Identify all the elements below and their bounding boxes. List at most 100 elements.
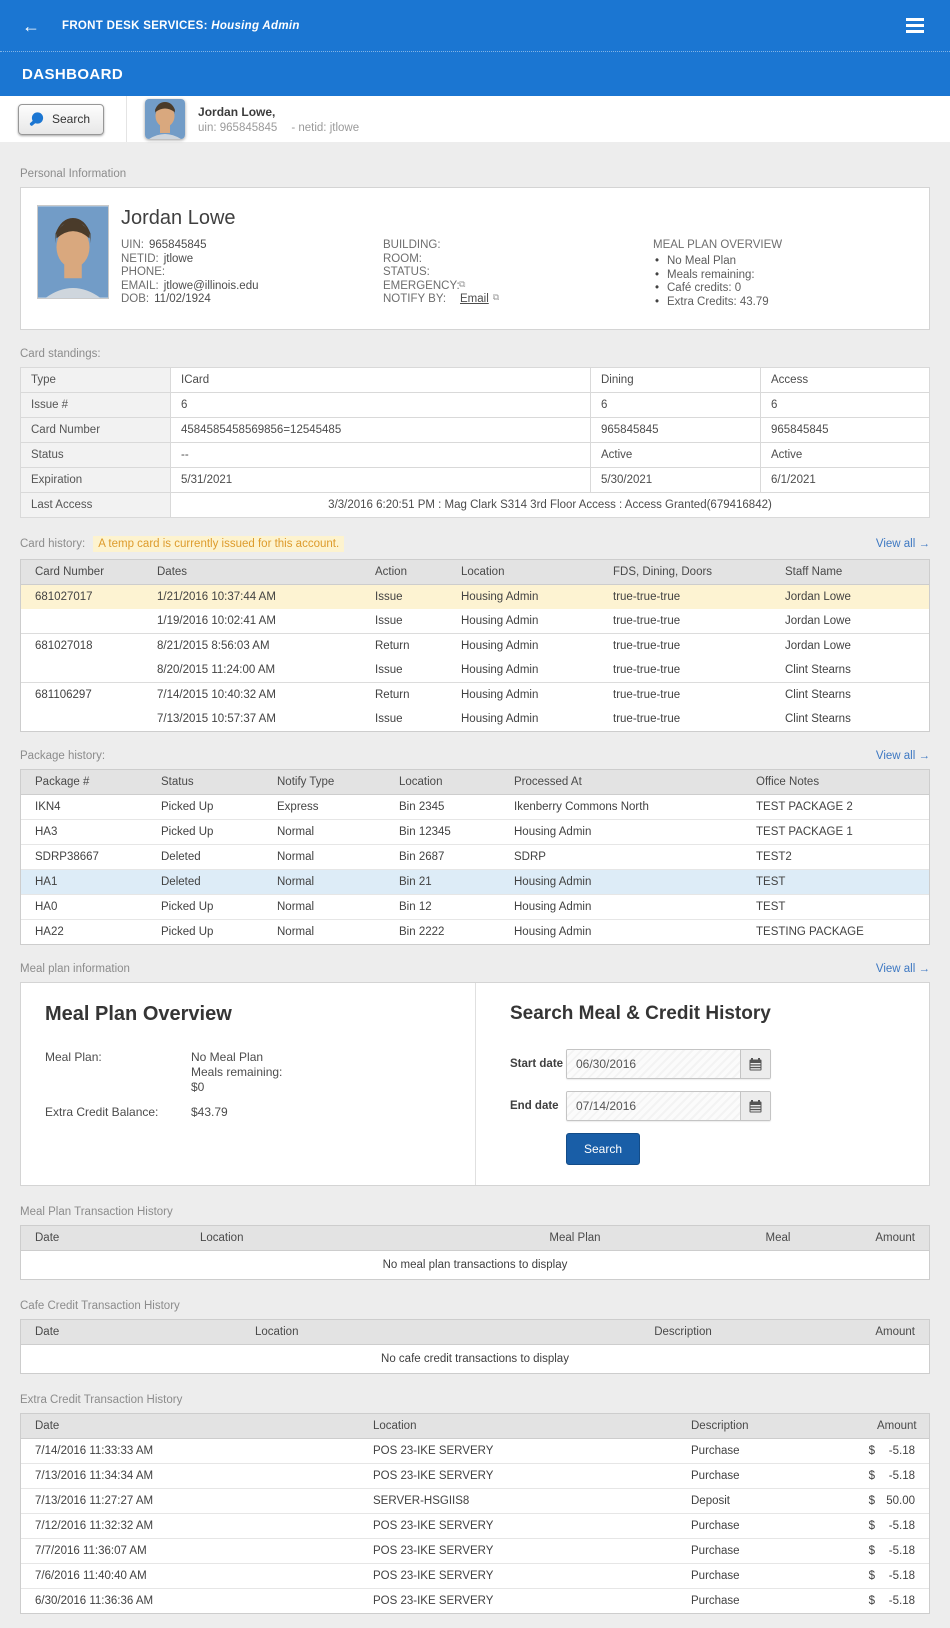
table-row[interactable]: HA1 Deleted Normal Bin 21 Housing Admin TEST <box>21 870 929 895</box>
field-label: UIN: <box>121 239 144 251</box>
table-header-row: Card Number Dates Action Location FDS, D… <box>21 560 929 585</box>
history-search-button[interactable]: Search <box>566 1133 641 1165</box>
column-header: Card Number <box>35 566 105 578</box>
meal-plan-overview-heading: Meal Plan Overview <box>45 1003 232 1025</box>
app-title: FRONT DESK SERVICES: Housing Admin <box>62 19 300 32</box>
table-row: 7/7/2016 11:36:07 AM POS 23-IKE SERVERY Pu… <box>21 1539 929 1564</box>
cafe-credit-transactions-table: Date Location Description Amount No cafe… <box>20 1319 930 1374</box>
page-title: DASHBOARD <box>22 65 124 83</box>
table-header-row: Date Location Description Amount <box>21 1414 929 1439</box>
column-header: Meal <box>765 1232 791 1244</box>
field-label: NOTIFY BY: <box>383 293 447 305</box>
table-row[interactable]: 8/20/2015 11:24:00 AM Issue Housing Admin t… <box>21 658 929 683</box>
cell: Active <box>760 442 930 468</box>
column-header: Amount <box>877 1420 917 1432</box>
table-row: 7/14/2016 11:33:33 AM POS 23-IKE SERVERY P… <box>21 1439 929 1464</box>
table-row: 7/6/2016 11:40:40 AM POS 23-IKE SERVERY Pu… <box>21 1564 929 1589</box>
column-header: Amount <box>875 1326 915 1338</box>
start-date-label: Start date <box>510 1058 564 1070</box>
table-row[interactable]: 681106297 7/14/2015 10:40:32 AM Return Hous… <box>35 689 851 701</box>
hamburger-menu-icon[interactable] <box>902 14 928 37</box>
table-row: Type ICard Dining Access <box>20 367 930 393</box>
cell: 6 <box>170 392 591 418</box>
table-row: 7/13/2016 11:27:27 AM SERVER-HSGIIS8 Depos… <box>21 1489 929 1514</box>
meal-plan-overview-title: MEAL PLAN OVERVIEW <box>653 239 783 251</box>
search-button[interactable]: Search <box>18 103 105 135</box>
user-uin: uin: 965845845 <box>198 121 278 134</box>
temp-card-warning: A temp card is currently issued for this… <box>93 536 345 552</box>
list-item: Extra Credits: 43.79 <box>653 296 782 310</box>
table-row[interactable]: HA0 Picked Up Normal Bin 12 Housing Admin TES… <box>21 895 929 920</box>
package-history-section-label: Package history: <box>20 750 106 762</box>
start-date-input[interactable] <box>567 1050 740 1078</box>
package-history-view-all-link[interactable]: View all → <box>875 750 930 762</box>
card-history-table: Card Number Dates Action Location FDS, D… <box>20 559 930 732</box>
table-row[interactable]: HA22 Picked Up Normal Bin 2222 Housing Admin… <box>35 926 864 938</box>
column-header: Package # <box>35 776 90 788</box>
list-item: Café credits: 0 <box>653 282 782 296</box>
row-label: Card Number <box>20 417 171 443</box>
cell: ICard <box>170 367 591 393</box>
column-header: Date <box>35 1326 60 1338</box>
table-row: Card Number 4584585458569856=12545485 96… <box>20 417 930 443</box>
cell: 965845845 <box>590 417 761 443</box>
meal-plan-view-all-link[interactable]: View all → <box>875 963 930 975</box>
row-label: Status <box>20 442 171 468</box>
row-label: Issue # <box>20 392 171 418</box>
table-row[interactable]: SDRP38667 Deleted Normal Bin 2687 SDRP TEST2 <box>21 845 929 870</box>
external-link-icon[interactable]: ⧉ <box>492 292 500 302</box>
table-row: Expiration 5/31/2021 5/30/2021 6/1/2021 <box>20 467 930 493</box>
table-row[interactable]: 1/19/2016 10:02:41 AM Issue Housing Admin t… <box>21 609 929 634</box>
field-value: 11/02/1924 <box>154 293 211 305</box>
column-header: Office Notes <box>756 776 820 788</box>
table-row: Status -- Active Active <box>20 442 930 468</box>
field-value: jtlowe <box>163 252 194 265</box>
column-header: Staff Name <box>785 566 843 578</box>
calendar-icon[interactable] <box>740 1092 770 1120</box>
person-name: Jordan Lowe <box>121 207 236 229</box>
meal-plan-label: Meal Plan: <box>45 1050 102 1064</box>
table-row: Issue # 6 6 6 <box>20 392 930 418</box>
cell: 965845845 <box>760 417 930 443</box>
meal-plan-info-card: Meal Plan Overview Meal Plan: No Meal Pl… <box>20 982 930 1186</box>
field-label: STATUS: <box>383 266 430 278</box>
field-label: EMERGENCY: <box>383 279 460 292</box>
calendar-icon[interactable] <box>740 1050 770 1078</box>
card-history-section-label: Card history: <box>20 538 86 550</box>
row-label: Last Access <box>20 492 171 518</box>
field-value: jtlowe@illinois.edu <box>163 279 259 292</box>
table-row[interactable]: HA3 Picked Up Normal Bin 12345 Housing Admin… <box>21 820 929 845</box>
cell: 4584585458569856=12545485 <box>170 417 591 443</box>
table-row: 6/30/2016 11:36:36 AM POS 23-IKE SERVERY P… <box>35 1595 915 1607</box>
column-header: Location <box>399 776 443 788</box>
personal-info-section-label: Personal Information <box>20 168 127 180</box>
column-header: Status <box>161 776 194 788</box>
app-subtitle: Housing Admin <box>211 19 300 32</box>
meal-plan-value: No Meal Plan Meals remaining: $0 <box>191 1050 283 1094</box>
row-label: Type <box>20 367 171 393</box>
column-header: Location <box>373 1420 417 1432</box>
meal-plan-transactions-table: Date Location Meal Plan Meal Amount No m… <box>20 1225 930 1280</box>
external-link-icon[interactable]: ⧉ <box>459 278 466 289</box>
table-row[interactable]: IKN4 Picked Up Express Bin 2345 Ikenberry Co… <box>21 795 929 820</box>
card-history-view-all-link[interactable]: View all → <box>875 538 930 550</box>
table-row[interactable]: 681027018 8/21/2015 8:56:03 AM Return Housi… <box>35 640 851 652</box>
cell: 6 <box>590 392 761 418</box>
column-header: FDS, Dining, Doors <box>613 566 713 578</box>
search-button-label: Search <box>52 112 91 126</box>
row-label: Expiration <box>20 467 171 493</box>
cell: 6/1/2021 <box>760 467 930 493</box>
end-date-input[interactable] <box>567 1092 740 1120</box>
table-row[interactable]: 7/13/2015 10:57:37 AM Issue Housing Admin t… <box>157 713 851 725</box>
meal-plan-info-section-label: Meal plan information <box>20 963 130 975</box>
table-row[interactable]: 681027017 1/21/2016 10:37:44 AM Issue Housi… <box>21 585 929 609</box>
extra-credit-transactions-section-label: Extra Credit Transaction History <box>20 1394 183 1406</box>
cell: Access <box>760 367 930 393</box>
email-link[interactable]: Email <box>460 293 489 305</box>
cafe-credit-transactions-section-label: Cafe Credit Transaction History <box>20 1300 180 1312</box>
back-arrow-icon[interactable]: ← <box>22 15 40 36</box>
column-header: Description <box>654 1326 712 1338</box>
avatar <box>145 99 186 139</box>
divider <box>126 96 128 142</box>
table-header-row: Package # Status Notify Type Location Pr… <box>21 770 929 795</box>
